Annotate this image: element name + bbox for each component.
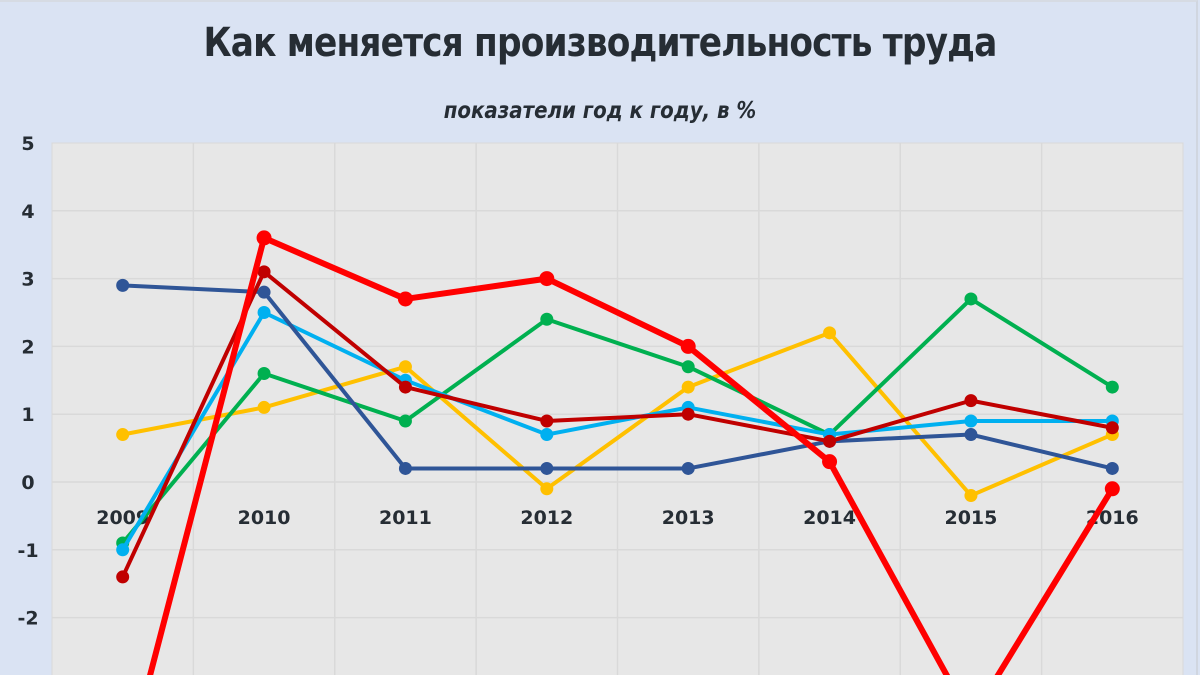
x-tick-label: 2014	[803, 507, 856, 529]
data-point-marker	[540, 312, 554, 326]
y-tick-label: -1	[17, 540, 38, 562]
data-point-marker	[823, 434, 837, 448]
x-tick-label: 2009	[96, 507, 149, 529]
data-point-marker	[822, 454, 838, 470]
data-point-marker	[1105, 421, 1119, 435]
data-point-marker	[681, 380, 695, 394]
data-point-marker	[398, 360, 412, 374]
data-point-marker	[540, 482, 554, 496]
data-point-marker	[257, 285, 271, 299]
data-point-marker	[1104, 481, 1120, 497]
data-point-marker	[540, 461, 554, 475]
data-point-marker	[540, 428, 554, 442]
x-tick-label: 2012	[520, 507, 573, 529]
x-tick-label: 2010	[238, 507, 291, 529]
data-point-marker	[964, 414, 978, 428]
data-point-marker	[964, 489, 978, 503]
x-tick-label: 2013	[662, 507, 715, 529]
data-point-marker	[116, 428, 130, 442]
y-tick-label: 1	[21, 404, 34, 426]
data-point-marker	[680, 338, 696, 354]
chart-subtitle: показатели год к году, в %	[443, 98, 757, 124]
data-point-marker	[1105, 380, 1119, 394]
data-point-marker	[116, 543, 130, 557]
data-point-marker	[257, 400, 271, 414]
data-point-marker	[256, 230, 272, 246]
data-point-marker	[823, 326, 837, 340]
series-line	[116, 326, 1119, 503]
data-point-marker	[257, 306, 271, 319]
x-tick-label: 2011	[379, 507, 432, 529]
data-point-marker	[1105, 461, 1119, 475]
data-point-marker	[116, 570, 130, 584]
data-point-marker	[681, 461, 695, 475]
y-tick-label: 4	[21, 201, 34, 223]
y-tick-label: 3	[21, 269, 34, 291]
y-tick-label: 0	[21, 472, 34, 494]
data-point-marker	[964, 428, 978, 442]
y-tick-label: 2	[21, 336, 34, 358]
y-tick-label: -2	[17, 608, 38, 630]
data-point-marker	[257, 367, 271, 381]
x-axis: 2009 2010 2011 2012 2013 2014 2015 2016	[96, 507, 1139, 529]
data-point-marker	[397, 291, 413, 307]
y-axis: 5 4 3 2 1 0 -1 -2	[17, 133, 38, 630]
chart-title: Как меняется производительность труда	[203, 20, 998, 66]
series-line	[116, 265, 1119, 584]
series-lines	[116, 230, 1120, 675]
data-point-marker	[681, 360, 695, 374]
data-point-marker	[540, 414, 554, 428]
data-point-marker	[681, 407, 695, 421]
data-point-marker	[116, 278, 130, 292]
series-line	[147, 230, 1120, 675]
data-point-marker	[964, 394, 978, 408]
data-point-marker	[257, 265, 271, 279]
data-point-marker	[964, 292, 978, 306]
data-point-marker	[398, 461, 412, 475]
data-point-marker	[398, 414, 412, 428]
y-tick-label: 5	[21, 133, 34, 155]
data-point-marker	[398, 380, 412, 394]
x-tick-label: 2015	[944, 507, 997, 529]
data-point-marker	[539, 271, 555, 287]
